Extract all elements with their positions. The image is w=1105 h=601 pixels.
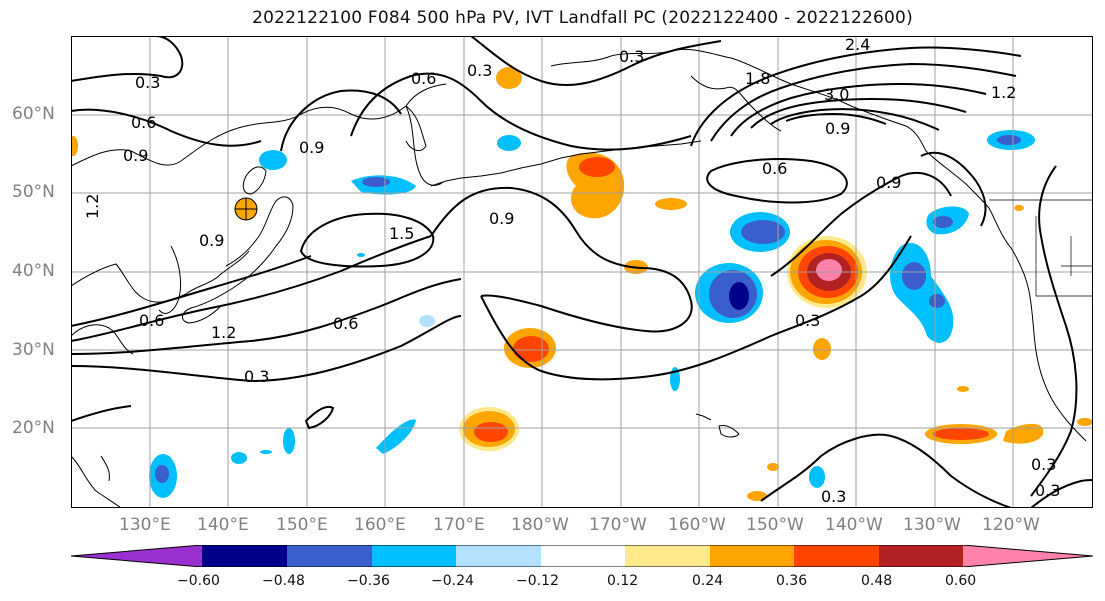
cool-anomaly-east-pacific	[695, 263, 763, 323]
contour-label-0-9-north: 0.9	[299, 138, 324, 157]
contour-label-0-9-japan: 0.9	[199, 231, 224, 250]
coastlines	[70, 48, 1093, 509]
contour-label-1-5: 1.5	[389, 224, 414, 243]
contour-label-group: 0.3 0.6 0.9 1.2 0.9 1.2 0.6 0.3 1.5 0.9 …	[83, 35, 1060, 506]
pv-contours	[70, 35, 1094, 509]
warm-anomaly-south	[459, 407, 519, 451]
contour-label-2-4: 2.4	[845, 36, 870, 54]
colorbar-segment-6	[625, 545, 710, 567]
colorbar-segment-7	[710, 545, 794, 567]
warm-anomaly-southeast	[925, 423, 1044, 444]
contour-label-0-6-gulf: 0.6	[762, 159, 787, 178]
colorbar-tick-060: 0.60	[945, 573, 977, 589]
graticule	[71, 36, 1093, 508]
lon-label-160e: 160°E	[354, 515, 406, 535]
contour-label-0-3-southeast: 0.3	[821, 487, 846, 506]
colorbar-tick-m012: −0.12	[516, 573, 559, 589]
lon-label-160w: 160°W	[668, 515, 726, 535]
colorbar-tick-036: 0.36	[776, 573, 808, 589]
contour-label-3-0: 3.0	[824, 85, 849, 104]
colorbar-tick-012: 0.12	[607, 573, 639, 589]
cool-anomaly-west-coast	[889, 206, 969, 343]
contour-label-0-3-aleutian: 0.3	[467, 61, 492, 80]
lat-label-40n: 40°N	[12, 261, 55, 281]
cool-anomaly-mid-pacific	[730, 212, 790, 252]
colorbar-tick-m048: −0.48	[262, 573, 305, 589]
map-panel: 0.3 0.6 0.9 1.2 0.9 1.2 0.6 0.3 1.5 0.9 …	[68, 35, 1094, 509]
colorbar-tick-024: 0.24	[692, 573, 724, 589]
lon-label-150w: 150°W	[746, 515, 804, 535]
contour-label-0-9-gulf: 0.9	[825, 119, 850, 138]
lon-label-130e: 130°E	[119, 515, 171, 535]
lat-label-60n: 60°N	[12, 104, 55, 124]
contour-label-0-9-coast: 0.9	[876, 173, 901, 192]
contour-label-0-3-north: 0.3	[135, 73, 160, 92]
contour-label-1-2-gulf: 1.2	[991, 83, 1016, 102]
lon-label-140w: 140°W	[825, 515, 883, 535]
lat-label-50n: 50°N	[12, 182, 55, 202]
lon-label-180w: 180°W	[511, 515, 569, 535]
colorbar-segment-3	[372, 545, 456, 567]
contour-label-1-2-south: 1.2	[211, 323, 236, 342]
lon-label-170w: 170°W	[589, 515, 647, 535]
colorbar-segment-0	[71, 545, 202, 567]
warm-anomaly-central	[504, 328, 556, 368]
colorbar-segment-1	[202, 545, 287, 567]
contour-label-0-6-north: 0.6	[131, 113, 156, 132]
lat-label-30n: 30°N	[12, 340, 55, 360]
colorbar-segment-4	[456, 545, 541, 567]
lon-label-120w: 120°W	[982, 515, 1040, 535]
contour-label-0-6-korea: 0.6	[139, 311, 164, 330]
lon-label-150e: 150°E	[276, 515, 328, 535]
contour-label-0-3-hawaii: 0.3	[795, 311, 820, 330]
colorbar-outline	[71, 545, 1094, 567]
colorbar-tick-048: 0.48	[861, 573, 893, 589]
colorbar-segment-8	[794, 545, 879, 567]
warm-anomaly-north-pacific	[566, 152, 625, 219]
contour-label-0-9-central: 0.9	[489, 209, 514, 228]
colorbar	[71, 545, 1094, 567]
lon-label-130w: 130°W	[903, 515, 961, 535]
map-canvas: 0.3 0.6 0.9 1.2 0.9 1.2 0.6 0.3 1.5 0.9 …	[68, 35, 1094, 509]
contour-label-0-3-bering: 0.3	[619, 47, 644, 66]
colorbar-segment-5	[541, 545, 625, 567]
colorbar-segment-9	[879, 545, 963, 567]
contour-label-0-6-aleutian: 0.6	[411, 69, 436, 88]
colorbar-tick-m036: −0.36	[347, 573, 390, 589]
contour-label-1-2-west: 1.2	[83, 194, 102, 219]
contour-label-0-9-west: 0.9	[123, 146, 148, 165]
cyclone-marker	[234, 197, 258, 221]
contour-label-0-3-east-2: 0.3	[1035, 481, 1060, 500]
lon-label-170e: 170°E	[433, 515, 485, 535]
map-frame	[71, 36, 1093, 508]
colorbar-segment-2	[287, 545, 372, 567]
lon-label-140e: 140°E	[197, 515, 249, 535]
contour-label-0-3-south: 0.3	[244, 367, 269, 386]
colorbar-tick-m024: −0.24	[431, 573, 474, 589]
contour-label-0-3-east-1: 0.3	[1031, 455, 1056, 474]
contour-label-1-8: 1.8	[745, 69, 770, 88]
colorbar-segment-10	[963, 545, 1093, 567]
contour-label-0-6-south: 0.6	[333, 314, 358, 333]
colorbar-tick-m060: −0.60	[177, 573, 220, 589]
lat-label-20n: 20°N	[12, 418, 55, 438]
map-title: 2022122100 F084 500 hPa PV, IVT Landfall…	[252, 8, 913, 28]
